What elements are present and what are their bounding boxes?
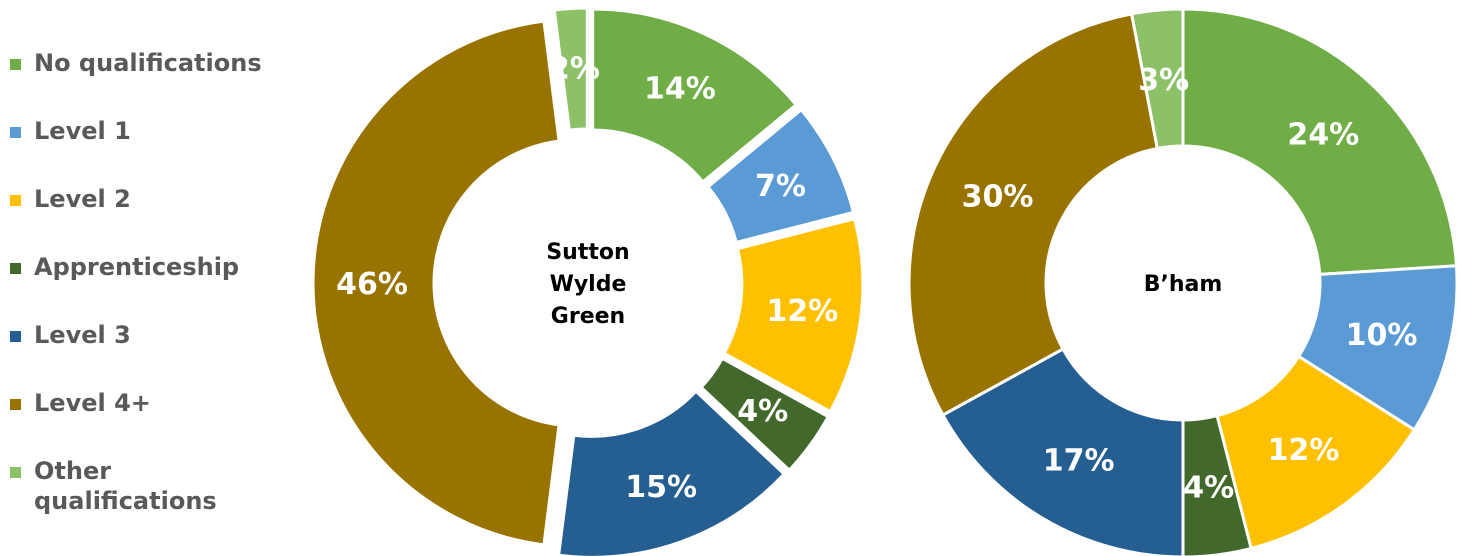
data-label: 7%	[755, 169, 806, 204]
legend-swatch	[10, 331, 21, 342]
data-label: 46%	[336, 267, 408, 302]
data-label: 4%	[1183, 470, 1234, 505]
legend-label: Level 1	[34, 117, 131, 145]
donut-slice-level-3	[940, 346, 1185, 556]
data-label: 10%	[1346, 318, 1418, 353]
data-label: 4%	[737, 394, 788, 429]
donut-slice-other-qualifications	[552, 6, 589, 132]
legend-item-no-qualifications: No qualifications	[8, 38, 308, 106]
data-label: 12%	[1268, 433, 1340, 468]
chart-legend: No qualifications Level 1 Level 2 Appren…	[8, 38, 308, 515]
legend-item-apprenticeship: Apprenticeship	[8, 242, 308, 310]
legend-item-level-4-plus: Level 4+	[8, 378, 308, 446]
legend-item-level-3: Level 3	[8, 310, 308, 378]
legend-label: Level 3	[34, 321, 131, 349]
donut-center-label: B’ham	[1144, 272, 1223, 297]
donut-slice-apprenticeship	[699, 356, 831, 473]
donut-slice-level-4-	[311, 19, 561, 547]
donut-slice-level-2	[722, 216, 865, 414]
legend-item-other-qualifications: Other qualifications	[8, 446, 308, 515]
legend-label: Level 2	[34, 185, 131, 213]
donut-chart-sutton-wylde-green: 14% 7% 12% 4% 15% 46% 2% Sutton Wylde Green	[311, 6, 865, 556]
legend-item-level-2: Level 2	[8, 174, 308, 242]
legend-swatch	[10, 127, 21, 138]
legend-swatch	[10, 59, 21, 70]
legend-item-level-1: Level 1	[8, 106, 308, 174]
legend-label: Level 4+	[34, 389, 151, 417]
data-label: 2%	[549, 51, 600, 86]
donut-slice-level-1	[705, 107, 856, 245]
legend-swatch	[10, 263, 21, 274]
donut-center-label: Sutton Wylde Green	[546, 240, 629, 329]
data-label: 24%	[1287, 118, 1359, 153]
donut-slice-no-qualifications	[1181, 7, 1459, 276]
donut-slice-level-4-	[907, 12, 1160, 418]
donut-chart-bham: 24% 10% 12% 4% 17% 30% 3% B’ham	[907, 7, 1459, 556]
data-label: 15%	[625, 470, 697, 505]
data-label: 3%	[1138, 63, 1189, 98]
legend-swatch	[10, 467, 21, 478]
data-label: 30%	[962, 180, 1034, 215]
legend-label: Apprenticeship	[34, 253, 240, 281]
donut-slice-no-qualifications	[591, 7, 799, 185]
data-label: 12%	[766, 294, 838, 329]
legend-swatch	[10, 399, 21, 410]
legend-label: No qualifications	[34, 49, 262, 77]
legend-swatch	[10, 195, 21, 206]
donut-slice-other-qualifications	[1129, 7, 1185, 151]
data-label: 14%	[644, 72, 716, 107]
data-label: 17%	[1043, 443, 1115, 478]
